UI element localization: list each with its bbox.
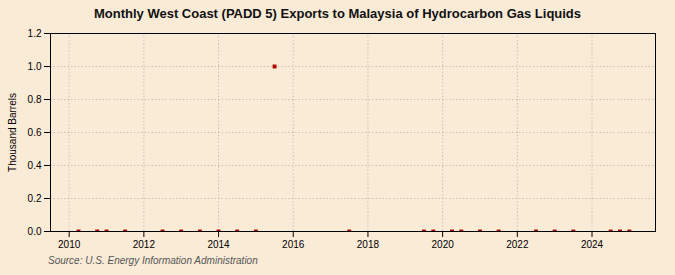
svg-text:2010: 2010 bbox=[58, 239, 81, 250]
svg-text:0.2: 0.2 bbox=[28, 193, 42, 204]
svg-text:Thousand Barrels: Thousand Barrels bbox=[7, 93, 18, 172]
svg-text:2020: 2020 bbox=[432, 239, 455, 250]
svg-text:0.8: 0.8 bbox=[28, 94, 42, 105]
svg-text:2012: 2012 bbox=[133, 239, 156, 250]
svg-text:1.2: 1.2 bbox=[28, 28, 42, 39]
svg-text:2016: 2016 bbox=[282, 239, 305, 250]
svg-text:0.4: 0.4 bbox=[28, 160, 42, 171]
svg-text:2014: 2014 bbox=[207, 239, 230, 250]
svg-text:2024: 2024 bbox=[581, 239, 604, 250]
svg-text:2018: 2018 bbox=[357, 239, 380, 250]
svg-text:2022: 2022 bbox=[506, 239, 529, 250]
svg-text:1.0: 1.0 bbox=[28, 61, 42, 72]
svg-text:0.6: 0.6 bbox=[28, 127, 42, 138]
html-text:Monthly West Coast (PADD 5) Ex: Monthly West Coast (PADD 5) Exports to M… bbox=[94, 6, 581, 21]
svg-text:0.0: 0.0 bbox=[28, 226, 42, 237]
html-text:Source: U.S. Energy Informatio: Source: U.S. Energy Information Administ… bbox=[48, 255, 258, 266]
